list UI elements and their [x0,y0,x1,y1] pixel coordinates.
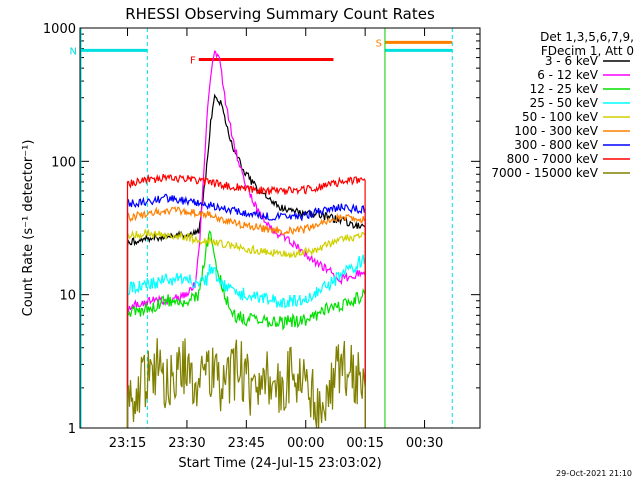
y-tick-label: 1 [68,422,76,437]
date-footer: 29-Oct-2021 21:10 [556,469,632,478]
series-line [126,173,366,428]
legend-label: 25 - 50 keV [530,96,599,110]
legend-label: 800 - 7000 keV [507,152,599,166]
legend-label: 50 - 100 keV [522,110,599,124]
legend-label: 7000 - 15000 keV [491,166,598,180]
plot-frame [79,27,481,429]
x-tick-label: 00:00 [287,436,324,451]
legend-label: 100 - 300 keV [514,124,598,138]
series-line [126,338,366,429]
series-line [126,206,366,428]
flag-label: N [70,46,77,57]
flag-bars: N F S [70,28,453,428]
series-line [126,229,366,428]
x-tick-label: 00:15 [346,436,383,451]
legend-label: 3 - 6 keV [545,54,599,68]
axis-ticks: 23:15 23:30 23:45 00:00 00:15 00:30 1 10 100 1000 [43,22,480,451]
y-tick-label: 10 [59,289,76,304]
y-tick-label: 100 [51,155,76,170]
x-tick-label: 23:45 [228,436,265,451]
series-line [126,193,366,428]
series-lines [126,50,366,429]
flag-label: S [376,38,382,49]
flag-label: F [190,56,196,67]
x-tick-label: 23:30 [168,436,205,451]
legend-label: 6 - 12 keV [537,68,599,82]
legend-label: 12 - 25 keV [530,82,599,96]
y-tick-label: 1000 [43,22,76,37]
legend-header-line-2: FDecim 1, Att 0 [541,44,634,58]
x-axis-label: Start Time (24-Jul-15 23:03:02) [178,456,381,471]
legend-label: 300 - 800 keV [514,138,598,152]
y-axis-label: Count Rate (s⁻¹ detector⁻¹) [21,140,36,317]
series-line [126,229,366,428]
x-tick-label: 23:15 [109,436,146,451]
chart-title: RHESSI Observing Summary Count Rates [125,5,435,23]
legend-header-line-1: Det 1,3,5,6,7,9, [540,30,634,44]
series-line [126,254,366,428]
x-tick-label: 00:30 [406,436,443,451]
